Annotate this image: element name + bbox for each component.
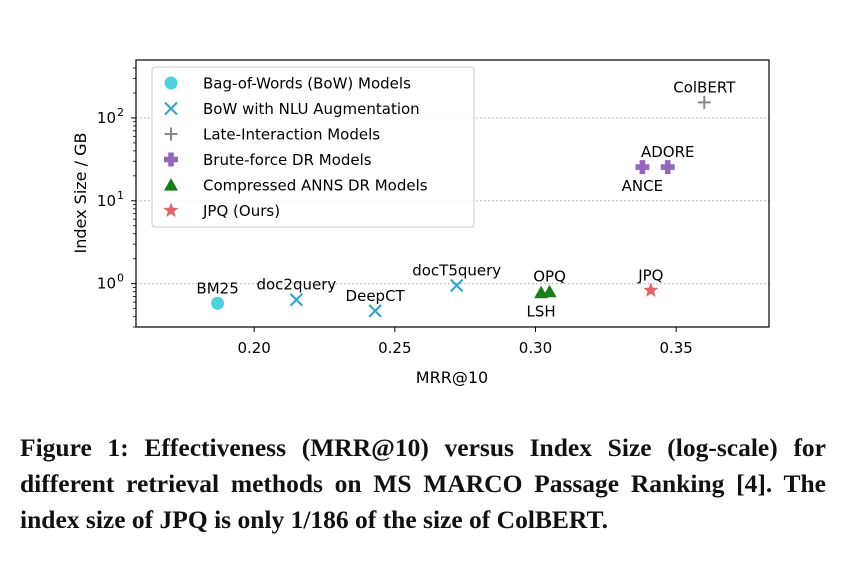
point-label: ADORE (641, 143, 695, 161)
point-label: docT5query (412, 262, 501, 280)
chart: 0.20 0.25 0.30 0.35 10 0 10 1 10 2 BM25 doc2query D… (71, 59, 770, 387)
data-point (643, 282, 659, 297)
y-tick-label: 10 (97, 109, 116, 127)
x-tick-label: 0.25 (378, 339, 411, 357)
x-tick-label: 0.35 (659, 339, 692, 357)
figure-caption: Figure 1: Effectiveness (MRR@10) versus … (20, 433, 826, 534)
legend-label: Compressed ANNS DR Models (203, 177, 428, 195)
y-tick-label: 10 (97, 275, 116, 293)
x-axis-label: MRR@10 (416, 368, 488, 387)
legend-label: Late-Interaction Models (203, 126, 380, 144)
legend-box (151, 66, 475, 228)
legend-marker (164, 127, 178, 141)
legend-label: JPQ (Ours) (202, 202, 280, 220)
point-label: OPQ (533, 268, 566, 286)
point-label: DeepCT (346, 287, 406, 305)
legend-marker (163, 202, 179, 217)
legend-label: Bag-of-Words (BoW) Models (203, 75, 411, 93)
y-tick-exponent: 1 (117, 189, 124, 202)
legend: Bag-of-Words (BoW) Models BoW with NLU Au… (151, 66, 475, 228)
data-point (449, 278, 464, 293)
x-tick-label: 0.30 (519, 339, 552, 357)
legend-label: BoW with NLU Augmentation (203, 100, 420, 118)
y-tick-label: 10 (97, 192, 116, 210)
point-label: LSH (527, 303, 556, 321)
point-label: doc2query (256, 276, 336, 294)
plot-frame (135, 59, 770, 328)
y-tick-exponent: 2 (117, 106, 124, 119)
y-tick-exponent: 0 (117, 272, 124, 285)
data-point (697, 95, 711, 109)
data-point (368, 304, 382, 318)
data-point (542, 284, 557, 298)
point-label: ColBERT (673, 78, 736, 96)
points-layer (211, 95, 711, 318)
point-label: BM25 (196, 279, 238, 297)
data-point (289, 292, 304, 307)
data-point (635, 160, 650, 175)
point-label: JPQ (637, 266, 663, 284)
point-label: ANCE (622, 177, 663, 195)
legend-marker (164, 101, 178, 116)
data-point (660, 160, 675, 175)
x-tick-label: 0.20 (237, 339, 270, 357)
legend-marker (164, 76, 178, 90)
legend-label: Brute-force DR Models (203, 151, 372, 169)
data-point (211, 296, 225, 310)
legend-marker (164, 152, 178, 167)
legend-marker (164, 178, 178, 191)
labels-layer: BM25 doc2query DeepCT docT5query ColBERT ANCE… (196, 78, 736, 320)
y-axis-label: Index Size / GB (71, 133, 90, 254)
